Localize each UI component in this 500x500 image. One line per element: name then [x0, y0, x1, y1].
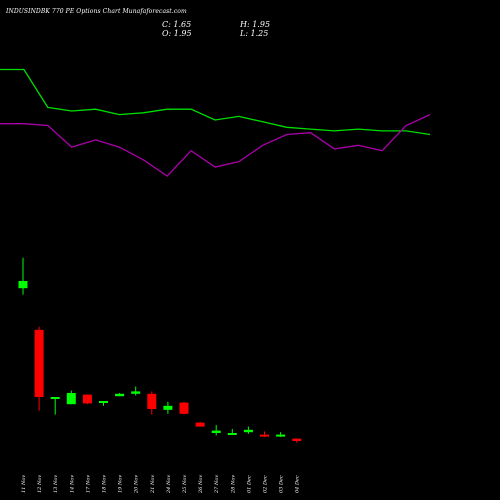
candle-body — [99, 401, 108, 403]
x-tick-label: 26 Nov — [198, 475, 204, 494]
x-tick-label: 21 Nov — [150, 475, 156, 494]
x-tick-label: 18 Nov — [102, 475, 108, 493]
open-value: O: 1.95 — [162, 29, 192, 38]
x-tick-label: 19 Nov — [118, 475, 124, 493]
candle-body — [260, 434, 269, 437]
x-tick-label: 13 Nov — [53, 475, 59, 493]
x-tick-label: 14 Nov — [69, 475, 75, 493]
candle-body — [115, 393, 125, 397]
candle-body — [227, 433, 237, 435]
candle-body — [82, 394, 92, 404]
low-value: L: 1.25 — [240, 29, 269, 38]
candle-body — [195, 422, 205, 427]
candle-body — [179, 402, 189, 414]
x-tick-label: 17 Nov — [85, 475, 91, 493]
x-tick-label: 12 Nov — [37, 475, 43, 493]
candle-body — [292, 438, 302, 441]
x-tick-label: 11 Nov — [21, 475, 27, 493]
chart-title: INDUSINDBK 770 PE Options Chart Munafafo… — [6, 8, 187, 15]
indicator-line — [0, 68, 431, 136]
x-tick-label: 28 Nov — [230, 475, 236, 494]
candle-body — [34, 329, 44, 397]
indicator-line — [0, 114, 431, 177]
candle-body — [243, 429, 253, 433]
x-tick-label: 24 Nov — [166, 475, 172, 494]
candle-body — [211, 430, 221, 433]
high-value: H: 1.95 — [240, 20, 271, 29]
x-tick-label: 27 Nov — [214, 475, 220, 494]
x-tick-label: 01 Dec — [246, 475, 252, 493]
candle-body — [66, 393, 76, 405]
x-tick-label: 25 Nov — [182, 475, 188, 494]
candle-body — [131, 391, 141, 394]
candle-body — [147, 393, 157, 409]
x-tick-label: 04 Dec — [295, 475, 301, 493]
candle-body — [163, 405, 173, 410]
close-value: C: 1.65 — [162, 20, 192, 29]
x-tick-label: 02 Dec — [263, 475, 269, 493]
x-tick-label: 03 Dec — [279, 475, 285, 493]
candle-body — [18, 281, 28, 289]
candle-body — [50, 397, 60, 399]
x-tick-label: 20 Nov — [134, 475, 140, 494]
candle-body — [276, 434, 286, 437]
